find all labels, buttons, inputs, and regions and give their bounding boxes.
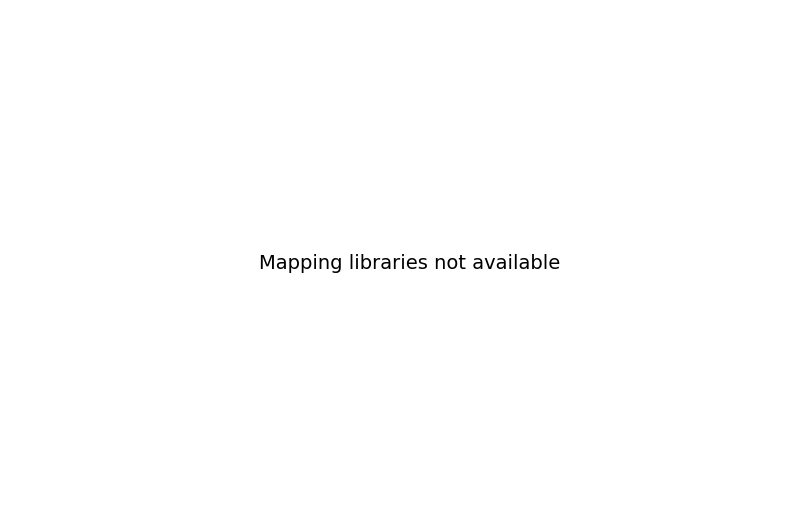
Text: Mapping libraries not available: Mapping libraries not available	[259, 254, 561, 272]
